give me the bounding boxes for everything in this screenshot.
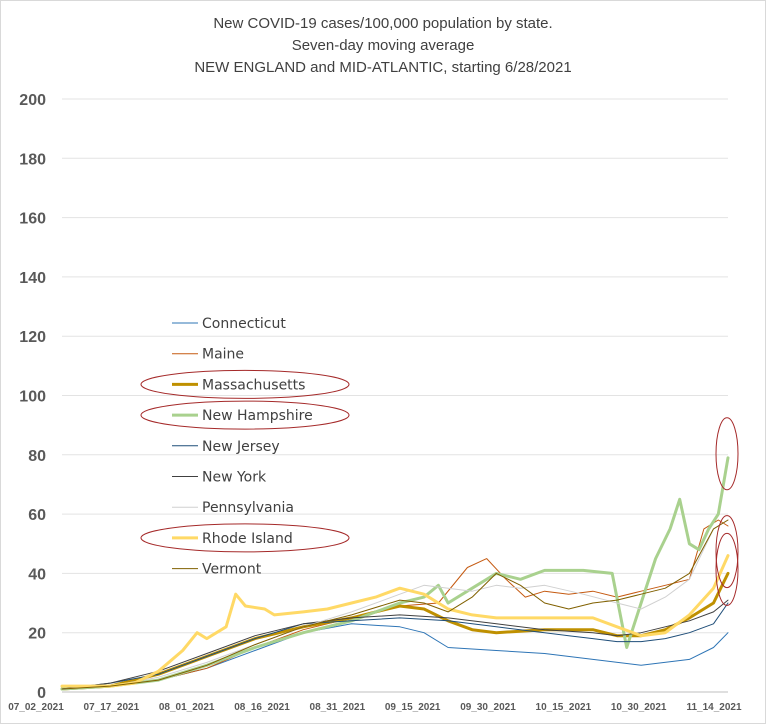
- x-tick-label: 09_15_2021: [385, 702, 441, 713]
- x-tick-label: 08_01_2021: [159, 702, 215, 713]
- series-line-rhode-island: [60, 554, 730, 688]
- x-tick-label: 09_30_2021: [460, 702, 516, 713]
- legend-highlight-ellipse: [140, 369, 350, 399]
- y-tick-label: 140: [19, 270, 46, 287]
- y-axis-ticks: 0 20 40 60 80 100 120 140 160 180 200: [19, 92, 46, 702]
- gridlines: [62, 98, 728, 693]
- x-tick-label: 07_02_2021: [8, 702, 64, 713]
- legend-label-new-york: New York: [202, 470, 267, 486]
- series-lines: [60, 456, 730, 691]
- chart-title-line-1: New COVID-19 cases/100,000 population by…: [213, 15, 552, 32]
- y-tick-label: 60: [28, 507, 46, 524]
- legend-label-rhode-island: Rhode Island: [202, 531, 293, 547]
- y-tick-label: 120: [19, 329, 46, 346]
- endpoint-highlight-ellipse: [715, 417, 739, 491]
- chart-title-line-2: Seven-day moving average: [292, 37, 475, 54]
- legend-label-vermont: Vermont: [202, 562, 262, 578]
- x-tick-label: 07_17_2021: [84, 702, 140, 713]
- y-tick-label: 200: [19, 92, 46, 109]
- y-tick-label: 100: [19, 389, 46, 406]
- legend-highlight-ellipse: [140, 400, 350, 430]
- x-tick-label: 11_14_2021: [686, 702, 742, 713]
- x-tick-label: 08_31_2021: [310, 702, 366, 713]
- legend-label-connecticut: Connecticut: [202, 316, 286, 332]
- series-line-new-hampshire: [60, 456, 730, 691]
- y-tick-label: 40: [28, 566, 46, 583]
- highlight-ellipses: [140, 369, 739, 606]
- endpoint-highlight-ellipse: [715, 532, 739, 606]
- legend-highlight-ellipse: [140, 523, 350, 553]
- x-tick-label: 10_30_2021: [611, 702, 667, 713]
- series-line-vermont: [61, 519, 729, 690]
- legend-label-new-hampshire: New Hampshire: [202, 408, 313, 424]
- y-tick-label: 20: [28, 626, 46, 643]
- legend: Connecticut Maine Massachusetts New Hampshi…: [172, 316, 313, 578]
- chart-title-line-3: NEW ENGLAND and MID-ATLANTIC, starting 6…: [194, 59, 571, 76]
- legend-label-massachusetts: Massachusetts: [202, 377, 305, 393]
- y-tick-label: 160: [19, 211, 46, 228]
- legend-label-pennsylvania: Pennsylvania: [202, 500, 294, 516]
- legend-label-maine: Maine: [202, 347, 244, 363]
- y-tick-label: 80: [28, 448, 46, 465]
- series-line-new-york: [61, 599, 729, 690]
- series-line-pennsylvania: [61, 519, 729, 690]
- y-tick-label: 180: [19, 151, 46, 168]
- series-line-new-jersey: [61, 602, 729, 690]
- x-axis-ticks: 07_02_2021 07_17_2021 08_01_2021 08_16_2021…: [8, 702, 742, 713]
- x-tick-label: 08_16_2021: [234, 702, 290, 713]
- y-tick-label: 0: [37, 685, 46, 702]
- legend-label-new-jersey: New Jersey: [202, 439, 280, 455]
- endpoint-highlight-ellipse: [715, 515, 739, 589]
- x-tick-label: 10_15_2021: [536, 702, 592, 713]
